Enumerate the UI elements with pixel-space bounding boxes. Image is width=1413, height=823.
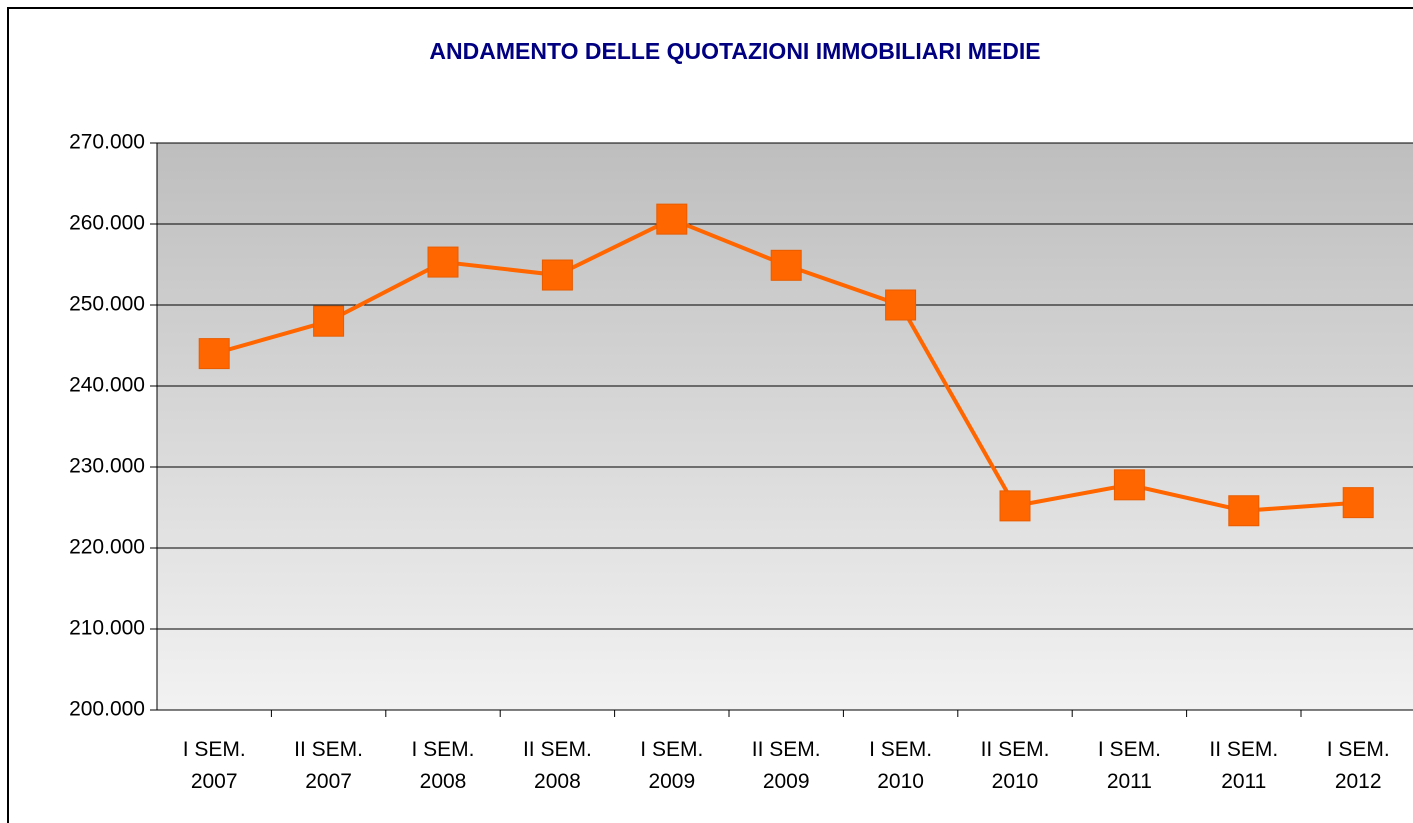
chart-title: ANDAMENTO DELLE QUOTAZIONI IMMOBILIARI M… (429, 38, 1040, 64)
marker (770, 249, 802, 281)
x-tick-label: II SEM. 2009 (752, 738, 821, 793)
x-tick-label: I SEM. 2007 (183, 738, 246, 793)
plot-area (156, 142, 1413, 711)
y-tick-label: 230.000 (69, 455, 145, 478)
marker (1342, 487, 1374, 519)
marker (313, 305, 345, 337)
marker (427, 246, 459, 278)
y-tick-label: 210.000 (69, 617, 145, 640)
y-tick-label: 260.000 (69, 212, 145, 235)
x-tick-label: I SEM. 2009 (640, 738, 703, 793)
y-tick-label: 250.000 (69, 293, 145, 316)
y-tick-label: 270.000 (69, 131, 145, 154)
x-tick-label: I SEM. 2011 (1098, 738, 1161, 793)
marker (541, 259, 573, 291)
marker (1228, 495, 1260, 527)
marker (1113, 469, 1145, 501)
y-tick-label: 220.000 (69, 536, 145, 559)
marker (999, 490, 1031, 522)
x-tick-label: I SEM. 2012 (1327, 738, 1390, 793)
y-tick-label: 240.000 (69, 374, 145, 397)
x-tick-label: II SEM. 2010 (981, 738, 1050, 793)
marker (885, 289, 917, 321)
x-tick-label: II SEM. 2011 (1209, 738, 1278, 793)
x-tick-label: II SEM. 2007 (294, 738, 363, 793)
marker (656, 203, 688, 235)
marker (198, 338, 230, 370)
x-tick-label: II SEM. 2008 (523, 738, 592, 793)
x-tick-label: I SEM. 2010 (869, 738, 932, 793)
x-tick-label: I SEM. 2008 (411, 738, 474, 793)
y-tick-label: 200.000 (69, 698, 145, 721)
